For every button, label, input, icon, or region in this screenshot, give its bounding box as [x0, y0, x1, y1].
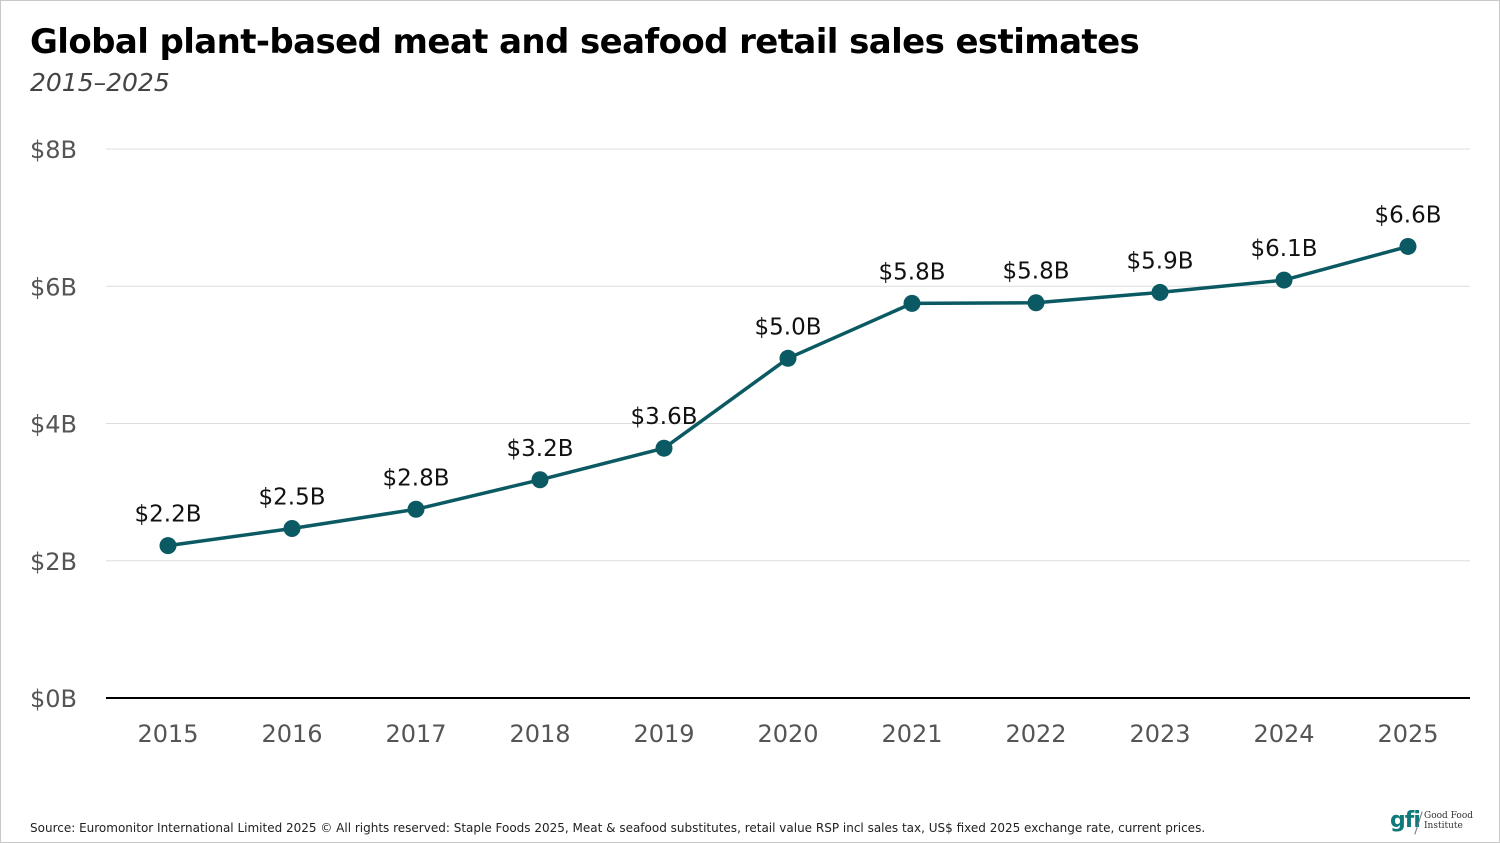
y-tick-label: $2B	[30, 548, 77, 576]
data-label: $2.2B	[135, 502, 202, 528]
y-tick-label: $0B	[30, 685, 77, 713]
y-tick-label: $4B	[30, 411, 77, 439]
x-tick-label: 2020	[757, 720, 818, 748]
x-axis-ticks: 2015 2016 2017 2018 2019 2020 2021 2022 2023 2024…	[137, 720, 1438, 748]
data-label: $6.6B	[1375, 202, 1442, 228]
x-tick-label: 2024	[1253, 720, 1314, 748]
data-label: $3.6B	[631, 404, 698, 430]
data-label: $5.0B	[755, 314, 822, 340]
x-tick-label: 2022	[1005, 720, 1066, 748]
data-point	[779, 349, 797, 367]
gfi-logo: gfi Good Food Institute	[1390, 808, 1473, 838]
x-tick-label: 2023	[1129, 720, 1190, 748]
x-tick-label: 2021	[881, 720, 942, 748]
y-tick-label: $8B	[30, 136, 77, 164]
y-axis-ticks: $0B $2B $4B $6B $8B	[30, 136, 77, 713]
x-tick-label: 2019	[633, 720, 694, 748]
data-point	[1275, 271, 1293, 289]
data-point	[1027, 294, 1045, 312]
y-tick-label: $6B	[30, 273, 77, 301]
chart-title: Global plant-based meat and seafood reta…	[30, 22, 1140, 62]
data-point	[531, 471, 549, 489]
data-label: $5.9B	[1127, 248, 1194, 274]
data-point	[1399, 237, 1417, 255]
data-point	[283, 519, 301, 537]
x-tick-label: 2016	[261, 720, 322, 748]
series-line	[167, 244, 1409, 548]
data-point	[1151, 283, 1169, 301]
data-point	[903, 294, 921, 312]
data-label: $6.1B	[1251, 236, 1318, 262]
x-tick-label: 2025	[1377, 720, 1438, 748]
chart-subtitle: 2015–2025	[30, 68, 170, 97]
data-label: $5.8B	[879, 259, 946, 285]
logo-line-2: Institute	[1424, 821, 1463, 831]
data-point	[655, 439, 673, 457]
data-label: $5.8B	[1003, 259, 1070, 285]
series-sales	[159, 237, 1417, 555]
data-label: $2.5B	[259, 484, 326, 510]
source-note: Source: Euromonitor International Limite…	[30, 821, 1206, 835]
logo-text: Good Food Institute	[1424, 811, 1473, 831]
data-label: $3.2B	[507, 436, 574, 462]
data-point	[407, 500, 425, 518]
x-tick-label: 2018	[509, 720, 570, 748]
data-point	[159, 537, 177, 555]
x-tick-label: 2015	[137, 720, 198, 748]
gridlines	[106, 148, 1470, 562]
data-label: $2.8B	[383, 465, 450, 491]
data-labels: $2.2B $2.5B $2.8B $3.2B $3.6B $5.0B $5.8B $5.8B…	[135, 202, 1442, 527]
logo-line-1: Good Food	[1424, 811, 1473, 821]
x-tick-label: 2017	[385, 720, 446, 748]
